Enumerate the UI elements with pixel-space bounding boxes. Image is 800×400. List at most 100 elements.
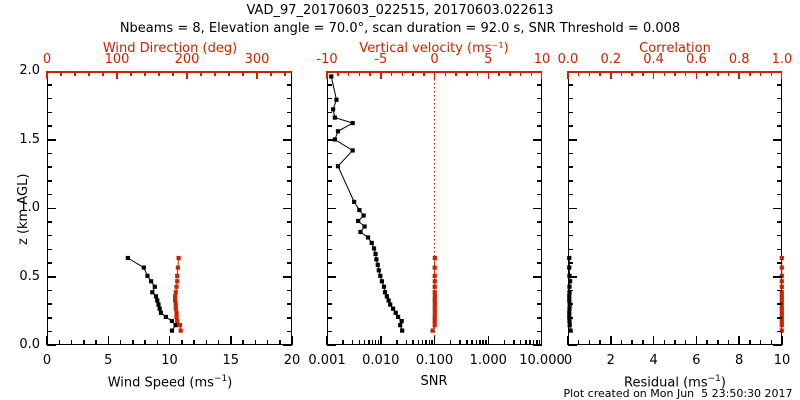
series-marker [567,273,572,278]
y-major-tick-right [283,276,292,278]
panel1-x-major-tick [230,336,232,345]
panel3-x-minor-tick [749,340,751,345]
y-minor-tick [568,248,573,251]
series-marker [173,302,178,307]
panel1-top-minor-tick [102,71,104,76]
y-major-tick [47,207,56,209]
panel2-x-minor-tick [431,340,433,345]
series-marker [432,284,437,289]
panel2-top-minor-tick [444,71,446,76]
y-minor-tick-right [287,84,292,86]
y-minor-tick-right [287,248,292,251]
series-marker [332,115,337,120]
panel2-top-minor-tick [509,71,511,76]
series-marker [567,314,572,320]
y-minor-tick [47,111,52,114]
y-minor-tick [47,166,52,168]
series-marker [567,290,572,295]
panel2-x-minor-tick [475,340,478,345]
y-major-tick-right [283,344,292,346]
panel2-x-major-tick [487,336,489,345]
series-marker [567,294,572,299]
series-marker [779,314,784,320]
panel1-top-minor-tick [200,71,202,76]
panel3-top-major-tick [738,71,740,79]
panel3-x-minor-tick [663,340,666,345]
series-marker [432,294,437,299]
y-minor-tick-right [287,262,292,264]
panel2-x-minor-tick [513,340,515,345]
series-marker [399,318,404,324]
series-marker [567,310,572,315]
series-marker [174,310,179,315]
panel3-x-major-tick [610,336,612,345]
series-marker [388,302,393,307]
y-minor-tick [47,303,52,305]
panel2-x-major-tick [540,336,542,345]
series-marker [376,268,381,273]
panel2-x-tick-label: 10.000 [519,353,565,368]
panel3-top-tick-label: 0.6 [686,52,707,67]
panel2-top-minor-tick [530,71,532,76]
series-marker [174,284,179,289]
series-marker [173,294,178,299]
y-major-tick [47,276,56,278]
panel1-x-tick-label: 20 [283,353,301,368]
series-marker [432,279,437,284]
y-minor-tick-right [287,193,292,196]
series-marker [371,246,377,251]
y-minor-tick-right [537,180,542,182]
panel2-top-major-tick [433,71,436,79]
y-minor-tick-right [537,84,542,86]
y-minor-tick [568,221,573,223]
panel3-x-minor-tick [599,340,601,345]
series-marker [779,284,784,289]
panel2-top-tick-label: 10 [533,52,551,67]
y-minor-tick-right [537,248,542,251]
panel1-x-major-tick [168,336,171,345]
panel2-x-minor-tick [377,340,380,345]
series-marker [177,323,183,328]
y-major-tick [327,276,336,278]
panel2-top-minor-tick [369,71,371,76]
panel3-top-major-tick [780,71,782,79]
series-marker [334,97,339,102]
panel3-x-tick-label: 10 [773,353,791,368]
y-minor-tick-right [287,317,292,319]
series-marker [381,284,387,289]
figure-subtitle: Nbeams = 8, Elevation angle = 70.0°, sca… [119,21,681,36]
series-marker [331,107,336,112]
panel1-top-tick-label: 0 [42,52,52,67]
panel2-x-tick-label: 1.000 [469,353,507,368]
panel1-top-minor-tick [172,71,174,76]
panel3-top-minor-tick [706,71,708,76]
y-minor-tick-right [287,221,292,223]
series-marker [141,265,146,270]
series-marker [176,255,181,261]
y-minor-tick [568,97,573,100]
series-marker [432,265,437,270]
y-minor-tick-right [537,166,542,168]
panel1-top-major-tick [256,71,258,79]
panel2-top-major-tick [487,71,489,79]
y-tick-label: 1.0 [19,200,40,215]
panel2-top-axis-label: Vertical velocity (ms⁻¹) [359,41,509,56]
series-marker [173,290,178,295]
y-minor-tick-right [777,152,782,155]
panel2-x-minor-tick [485,340,487,345]
y-minor-tick-right [777,166,782,168]
series-marker [379,279,384,284]
panel1-x-minor-tick [254,340,256,345]
y-minor-tick-right [287,289,292,292]
panel2-x-minor-tick [519,340,522,345]
series-marker [567,265,572,270]
panel2-x-minor-tick [482,340,484,345]
panel2-x-minor-tick [532,340,535,345]
panel1-top-minor-tick [270,71,272,76]
series-marker [567,323,572,328]
y-minor-tick-right [287,125,292,127]
panel1-top-major-tick [116,71,118,79]
y-minor-tick [568,84,573,86]
series-marker [173,298,178,303]
panel3-x-tick-label: 6 [692,353,701,368]
